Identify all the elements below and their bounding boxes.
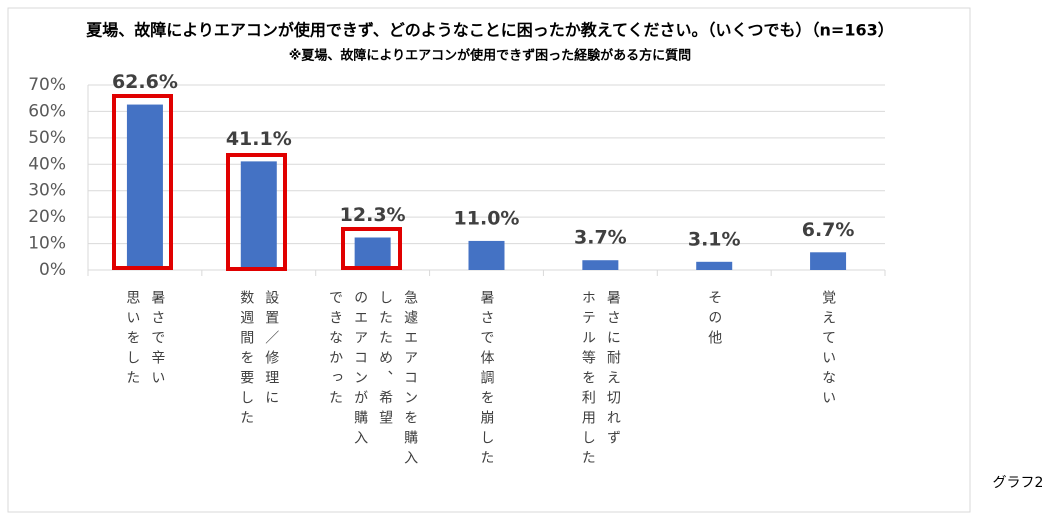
y-tick-label: 20%: [28, 207, 66, 227]
value-label: 41.1%: [226, 128, 292, 150]
y-tick-label: 10%: [28, 234, 66, 254]
caption: グラフ2: [993, 475, 1044, 491]
bar: [354, 237, 391, 270]
value-label: 11.0%: [454, 207, 520, 229]
y-tick-label: 30%: [28, 181, 66, 201]
highlight-box: [112, 94, 173, 270]
y-tick-label: 70%: [28, 75, 66, 95]
value-label: 6.7%: [802, 219, 855, 241]
x-tick-label: できなかった: [327, 290, 343, 410]
bar: [810, 252, 847, 270]
x-tick-label: その他: [706, 290, 722, 350]
value-label: 12.3%: [340, 204, 406, 226]
x-tick-label: 覚えていない: [820, 290, 836, 410]
x-tick-label: 暑さで辛い: [149, 290, 165, 390]
value-label: 3.7%: [574, 227, 627, 249]
x-tick-label: ホテル等を利用した: [580, 290, 596, 470]
x-tick-label: したため、希望: [377, 290, 393, 430]
bar: [240, 161, 277, 270]
bar: [696, 261, 733, 270]
chart-title: 夏場、故障によりエアコンが使用できず、どのようなことに困ったか教えてください。（…: [85, 21, 893, 40]
x-tick-label: 暑さに耐え切れず: [605, 290, 621, 450]
value-label: 62.6%: [112, 71, 178, 93]
value-label: 3.1%: [688, 228, 741, 250]
highlight-box: [226, 153, 287, 271]
y-tick-label: 0%: [39, 260, 66, 280]
x-tick-label: 思いをした: [124, 290, 140, 390]
chart-subtitle: ※夏場、故障によりエアコンが使用できず困った経験がある方に質問: [289, 48, 691, 64]
x-tick-label: のエアコンが購入: [352, 290, 368, 450]
x-tick-label: 急遽エアコンを購入: [402, 290, 418, 470]
x-tick-label: 数週間を要した: [238, 290, 254, 430]
highlight-box: [341, 227, 402, 270]
x-tick-label: 暑さで体調を崩した: [479, 290, 495, 470]
bar: [468, 240, 505, 270]
y-tick-label: 60%: [28, 101, 66, 121]
x-tick-label: 設置／修理に: [263, 290, 279, 410]
y-tick-label: 40%: [28, 154, 66, 174]
y-tick-label: 50%: [28, 128, 66, 148]
bar: [582, 260, 619, 270]
bar: [126, 104, 163, 270]
